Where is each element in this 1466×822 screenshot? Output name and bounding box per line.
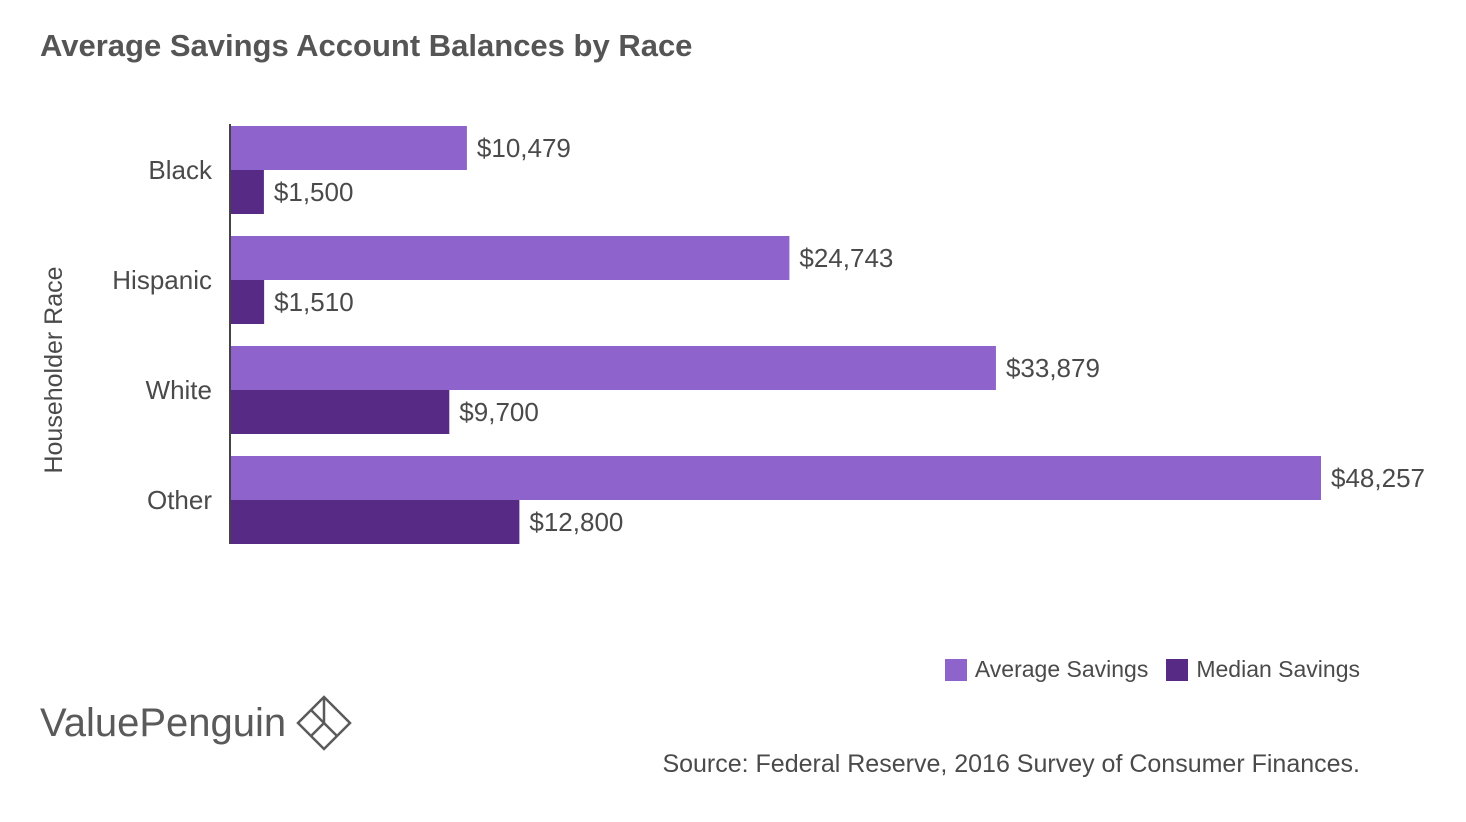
legend-label-average: Average Savings [974, 656, 1149, 682]
logo-text: ValuePenguin [40, 700, 287, 745]
bar-other-median [230, 500, 520, 544]
bar-hispanic-median [230, 280, 265, 324]
category-label-white: White [146, 375, 212, 405]
bar-white-average [230, 346, 996, 390]
data-label-white-average: $33,879 [1006, 353, 1100, 383]
legend-label-median: Median Savings [1196, 656, 1360, 682]
data-label-black-average: $10,479 [477, 133, 571, 163]
data-label-white-median: $9,700 [459, 397, 539, 427]
y-axis-label: Householder Race [40, 266, 68, 473]
legend-entry-average: Average Savings [944, 656, 1149, 683]
data-label-other-median: $12,800 [529, 507, 623, 537]
data-label-other-average: $48,257 [1331, 463, 1425, 493]
bar-white-median [230, 390, 450, 434]
bar-black-average [230, 126, 467, 170]
diamond-logo-icon [296, 695, 352, 751]
valuepenguin-logo: ValuePenguin [40, 695, 352, 751]
bar-black-median [230, 170, 264, 214]
legend: Average Savings Median Savings [944, 656, 1360, 683]
source-note: Source: Federal Reserve, 2016 Survey of … [662, 750, 1360, 778]
category-label-hispanic: Hispanic [112, 265, 212, 295]
chart-title: Average Savings Account Balances by Race [40, 28, 693, 63]
legend-entry-median: Median Savings [1166, 656, 1360, 683]
bar-hispanic-average [230, 236, 790, 280]
data-label-hispanic-median: $1,510 [274, 287, 354, 317]
bar-other-average [230, 456, 1321, 500]
category-label-black: Black [148, 155, 213, 185]
category-label-other: Other [147, 485, 212, 515]
data-label-hispanic-average: $24,743 [799, 243, 893, 273]
legend-swatch-median [1166, 658, 1189, 681]
legend-swatch-average [944, 658, 967, 681]
data-label-black-median: $1,500 [274, 177, 354, 207]
